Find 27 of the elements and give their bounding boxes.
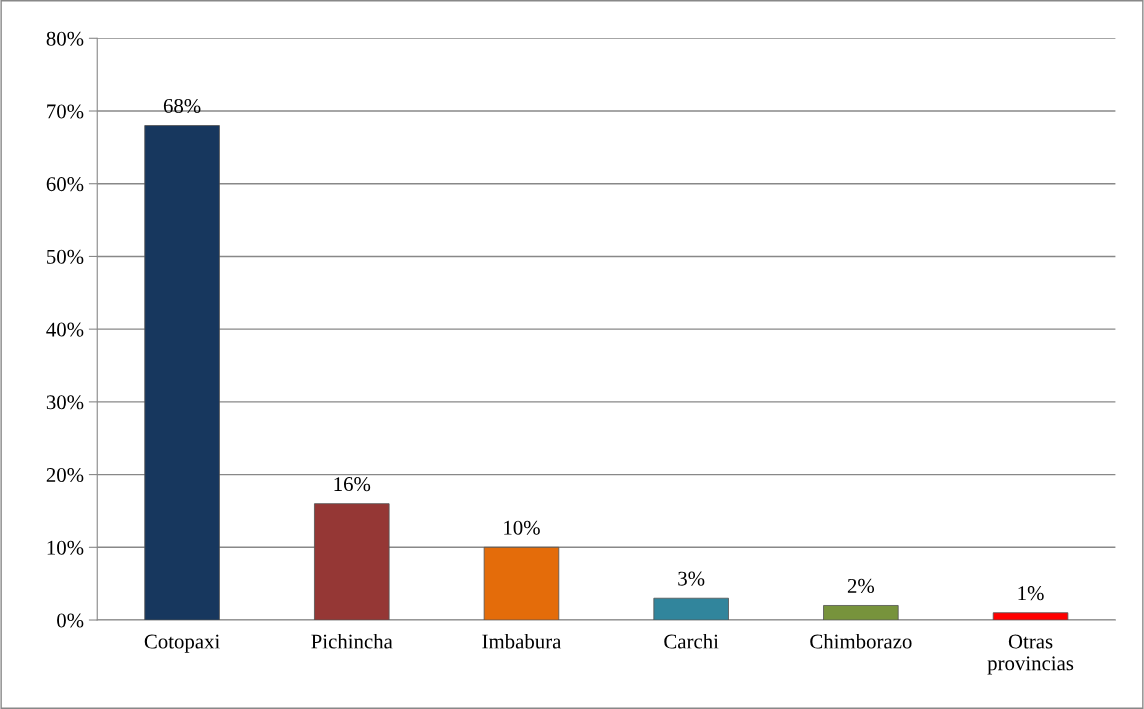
bar (314, 503, 390, 621)
y-tick-label: 10% (47, 540, 84, 555)
data-label: 2% (847, 578, 875, 593)
bar (144, 125, 220, 621)
y-tick-label: 50% (47, 249, 84, 264)
y-tick-label: 80% (46, 31, 84, 46)
y-tick-label: 30% (46, 395, 84, 410)
x-tick-label: Cotopaxi (144, 634, 220, 653)
x-tick-label: Chimborazo (810, 633, 912, 649)
bar (823, 605, 899, 621)
x-tick-label: Carchi (664, 633, 719, 649)
y-tick-label: 0% (57, 613, 84, 628)
x-tick-label: Pichincha (311, 633, 393, 649)
y-tick-label: 20% (46, 467, 84, 483)
bar (992, 612, 1069, 621)
y-tick-label: 40% (46, 322, 84, 337)
x-tick-label: Imbabura (482, 633, 562, 649)
data-label: 16% (334, 477, 371, 492)
data-label: 1% (1018, 586, 1044, 601)
x-tick-label: Otras provincias (987, 634, 1074, 675)
y-tick-label: 70% (47, 104, 84, 119)
y-tick-label: 60% (46, 177, 84, 192)
bar (653, 597, 729, 621)
data-label: 3% (678, 571, 705, 586)
data-label: 68% (163, 98, 201, 114)
bar (483, 546, 560, 621)
data-label: 10% (504, 520, 540, 535)
